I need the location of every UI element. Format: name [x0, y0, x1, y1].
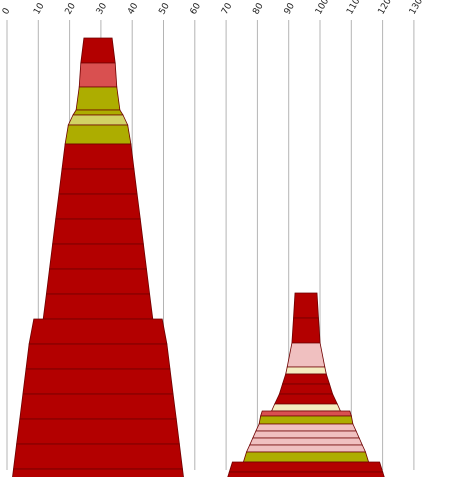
x-tick-label: 20 [64, 1, 79, 16]
x-tick-label: 70 [220, 1, 235, 16]
x-tick-label: 130 [408, 0, 425, 17]
profile-2-band [258, 415, 354, 425]
profile-1-band [19, 393, 177, 420]
profile-1-band [64, 124, 132, 145]
profile-1-band [67, 114, 129, 126]
profile-2 [227, 292, 385, 477]
profile-1-band [42, 293, 154, 320]
profile-1-band [78, 62, 118, 88]
x-tick-label: 30 [95, 1, 110, 16]
profile-1-band [12, 468, 184, 477]
profile-1-band [16, 418, 180, 445]
x-tick-label: 110 [345, 0, 362, 17]
profile-1-band [75, 86, 121, 111]
profile-2-band [245, 444, 367, 453]
x-tick-label: 10 [32, 1, 47, 16]
profile-2-band [270, 403, 342, 412]
profile-2-band [249, 437, 363, 446]
profile-1-band [52, 218, 144, 245]
x-tick-labels: 0 10 20 30 40 50 60 70 80 90 100 110 120 130 [1, 0, 425, 17]
profile-1-band [49, 243, 147, 270]
profile-2-band [227, 471, 385, 477]
profile-2-band [255, 423, 357, 432]
profile-2-band [242, 451, 370, 463]
profile-2-band [281, 373, 331, 385]
profile-1-band [13, 443, 183, 470]
profile-2-band [252, 430, 360, 439]
profile-2-band [293, 292, 319, 319]
profile-1-band [55, 193, 141, 220]
profile-2-band [260, 410, 352, 417]
profile-1-band [80, 37, 116, 64]
profile-1-band [45, 268, 151, 295]
profile-1-band [28, 318, 168, 345]
profile-1-band [25, 343, 171, 370]
x-tick-label: 80 [251, 1, 266, 16]
x-tick-label: 60 [189, 1, 204, 16]
profile-2-band [285, 366, 327, 375]
profile-1-band [61, 143, 135, 170]
profile-2-band [274, 393, 338, 405]
profile-2-band [286, 342, 326, 368]
profile-1-band [22, 368, 174, 395]
profile-2-band [228, 461, 384, 473]
profile-1-band [58, 168, 138, 195]
x-tick-label: 100 [314, 0, 331, 17]
profile-2-band [291, 317, 321, 344]
profile-1 [12, 37, 184, 477]
x-tick-label: 50 [157, 1, 172, 16]
x-tick-label: 120 [377, 0, 394, 17]
x-tick-label: 90 [283, 1, 298, 16]
profile-2-band [278, 383, 334, 395]
x-tick-label: 40 [126, 1, 141, 16]
x-tick-label: 0 [1, 6, 13, 16]
profile-1-band [72, 109, 124, 116]
